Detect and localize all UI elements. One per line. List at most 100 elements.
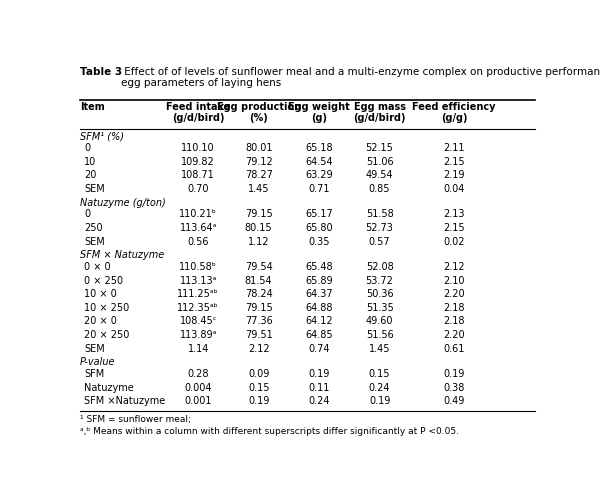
- Text: 250: 250: [84, 223, 103, 233]
- Text: 2.13: 2.13: [443, 209, 465, 219]
- Text: 0.28: 0.28: [187, 369, 209, 379]
- Text: 0.001: 0.001: [184, 396, 212, 406]
- Text: 110.21ᵇ: 110.21ᵇ: [179, 209, 217, 219]
- Text: 108.45ᶜ: 108.45ᶜ: [179, 316, 217, 326]
- Text: Item: Item: [80, 101, 104, 111]
- Text: ¹ SFM = sunflower meal;: ¹ SFM = sunflower meal;: [80, 415, 191, 424]
- Text: 0.56: 0.56: [187, 237, 209, 247]
- Text: 113.64ᵃ: 113.64ᵃ: [179, 223, 217, 233]
- Text: 49.54: 49.54: [366, 170, 394, 180]
- Text: 64.85: 64.85: [305, 330, 333, 340]
- Text: 20 × 0: 20 × 0: [84, 316, 117, 326]
- Text: 49.60: 49.60: [366, 316, 394, 326]
- Text: 0.19: 0.19: [248, 396, 269, 406]
- Text: 0.70: 0.70: [187, 184, 209, 194]
- Text: 20 × 250: 20 × 250: [84, 330, 130, 340]
- Text: 1.12: 1.12: [248, 237, 269, 247]
- Text: 110.10: 110.10: [181, 143, 215, 153]
- Text: 80.01: 80.01: [245, 143, 272, 153]
- Text: 64.12: 64.12: [305, 316, 333, 326]
- Text: 0.24: 0.24: [369, 383, 391, 393]
- Text: 65.89: 65.89: [305, 276, 333, 286]
- Text: 65.17: 65.17: [305, 209, 333, 219]
- Text: 0.61: 0.61: [443, 344, 464, 354]
- Text: 0.49: 0.49: [443, 396, 464, 406]
- Text: 0.04: 0.04: [443, 184, 464, 194]
- Text: Egg mass
(g/d/bird): Egg mass (g/d/bird): [353, 101, 406, 123]
- Text: 112.35ᵃᵇ: 112.35ᵃᵇ: [178, 303, 219, 313]
- Text: 0.35: 0.35: [308, 237, 330, 247]
- Text: 64.37: 64.37: [305, 289, 333, 299]
- Text: 0.02: 0.02: [443, 237, 465, 247]
- Text: 20: 20: [84, 170, 97, 180]
- Text: 79.15: 79.15: [245, 209, 272, 219]
- Text: 51.58: 51.58: [366, 209, 394, 219]
- Text: 79.15: 79.15: [245, 303, 272, 313]
- Text: 81.54: 81.54: [245, 276, 272, 286]
- Text: 52.08: 52.08: [366, 262, 394, 272]
- Text: 79.12: 79.12: [245, 157, 272, 167]
- Text: 0.71: 0.71: [308, 184, 330, 194]
- Text: 111.25ᵃᵇ: 111.25ᵃᵇ: [178, 289, 219, 299]
- Text: Egg weight
(g): Egg weight (g): [288, 101, 350, 123]
- Text: 0.15: 0.15: [248, 383, 269, 393]
- Text: 53.72: 53.72: [365, 276, 394, 286]
- Text: SFM: SFM: [84, 369, 104, 379]
- Text: 10: 10: [84, 157, 97, 167]
- Text: SEM: SEM: [84, 237, 105, 247]
- Text: 2.12: 2.12: [248, 344, 269, 354]
- Text: Effect of of levels of sunflower meal and a multi-enzyme complex on productive p: Effect of of levels of sunflower meal an…: [121, 66, 600, 88]
- Text: 0 × 0: 0 × 0: [84, 262, 111, 272]
- Text: 65.18: 65.18: [305, 143, 333, 153]
- Text: 113.13ᵃ: 113.13ᵃ: [179, 276, 217, 286]
- Text: SEM: SEM: [84, 184, 105, 194]
- Text: Table 3: Table 3: [80, 66, 122, 76]
- Text: 109.82: 109.82: [181, 157, 215, 167]
- Text: SFM ×Natuzyme: SFM ×Natuzyme: [84, 396, 166, 406]
- Text: Feed intake
(g/d/bird): Feed intake (g/d/bird): [166, 101, 230, 123]
- Text: 0.57: 0.57: [369, 237, 391, 247]
- Text: 2.15: 2.15: [443, 157, 465, 167]
- Text: 0.19: 0.19: [369, 396, 390, 406]
- Text: 0.85: 0.85: [369, 184, 391, 194]
- Text: 2.15: 2.15: [443, 223, 465, 233]
- Text: 77.36: 77.36: [245, 316, 272, 326]
- Text: 0.38: 0.38: [443, 383, 464, 393]
- Text: 0.19: 0.19: [308, 369, 330, 379]
- Text: P-value: P-value: [80, 358, 115, 367]
- Text: ᵃ,ᵇ Means within a column with different superscripts differ significantly at P : ᵃ,ᵇ Means within a column with different…: [80, 427, 458, 436]
- Text: 0.09: 0.09: [248, 369, 269, 379]
- Text: 80.15: 80.15: [245, 223, 272, 233]
- Text: 2.12: 2.12: [443, 262, 465, 272]
- Text: 2.20: 2.20: [443, 330, 465, 340]
- Text: SFM¹ (%): SFM¹ (%): [80, 131, 124, 141]
- Text: SEM: SEM: [84, 344, 105, 354]
- Text: 2.10: 2.10: [443, 276, 465, 286]
- Text: 113.89ᵃ: 113.89ᵃ: [179, 330, 217, 340]
- Text: 2.20: 2.20: [443, 289, 465, 299]
- Text: Natuzyme: Natuzyme: [84, 383, 134, 393]
- Text: 0 × 250: 0 × 250: [84, 276, 124, 286]
- Text: 1.45: 1.45: [369, 344, 391, 354]
- Text: 110.58ᵇ: 110.58ᵇ: [179, 262, 217, 272]
- Text: 108.71: 108.71: [181, 170, 215, 180]
- Text: 51.35: 51.35: [366, 303, 394, 313]
- Text: 51.06: 51.06: [366, 157, 394, 167]
- Text: SFM × Natuzyme: SFM × Natuzyme: [80, 250, 164, 260]
- Text: 64.88: 64.88: [305, 303, 333, 313]
- Text: Egg production
(%): Egg production (%): [217, 101, 301, 123]
- Text: 2.18: 2.18: [443, 303, 465, 313]
- Text: 64.54: 64.54: [305, 157, 333, 167]
- Text: 65.80: 65.80: [305, 223, 333, 233]
- Text: 0.19: 0.19: [443, 369, 464, 379]
- Text: 63.29: 63.29: [305, 170, 333, 180]
- Text: 50.36: 50.36: [366, 289, 394, 299]
- Text: 52.15: 52.15: [365, 143, 394, 153]
- Text: 78.27: 78.27: [245, 170, 272, 180]
- Text: 0.24: 0.24: [308, 396, 330, 406]
- Text: 79.54: 79.54: [245, 262, 272, 272]
- Text: 0: 0: [84, 209, 91, 219]
- Text: 2.11: 2.11: [443, 143, 465, 153]
- Text: Natuzyme (g/ton): Natuzyme (g/ton): [80, 197, 166, 207]
- Text: Feed efficiency
(g/g): Feed efficiency (g/g): [412, 101, 496, 123]
